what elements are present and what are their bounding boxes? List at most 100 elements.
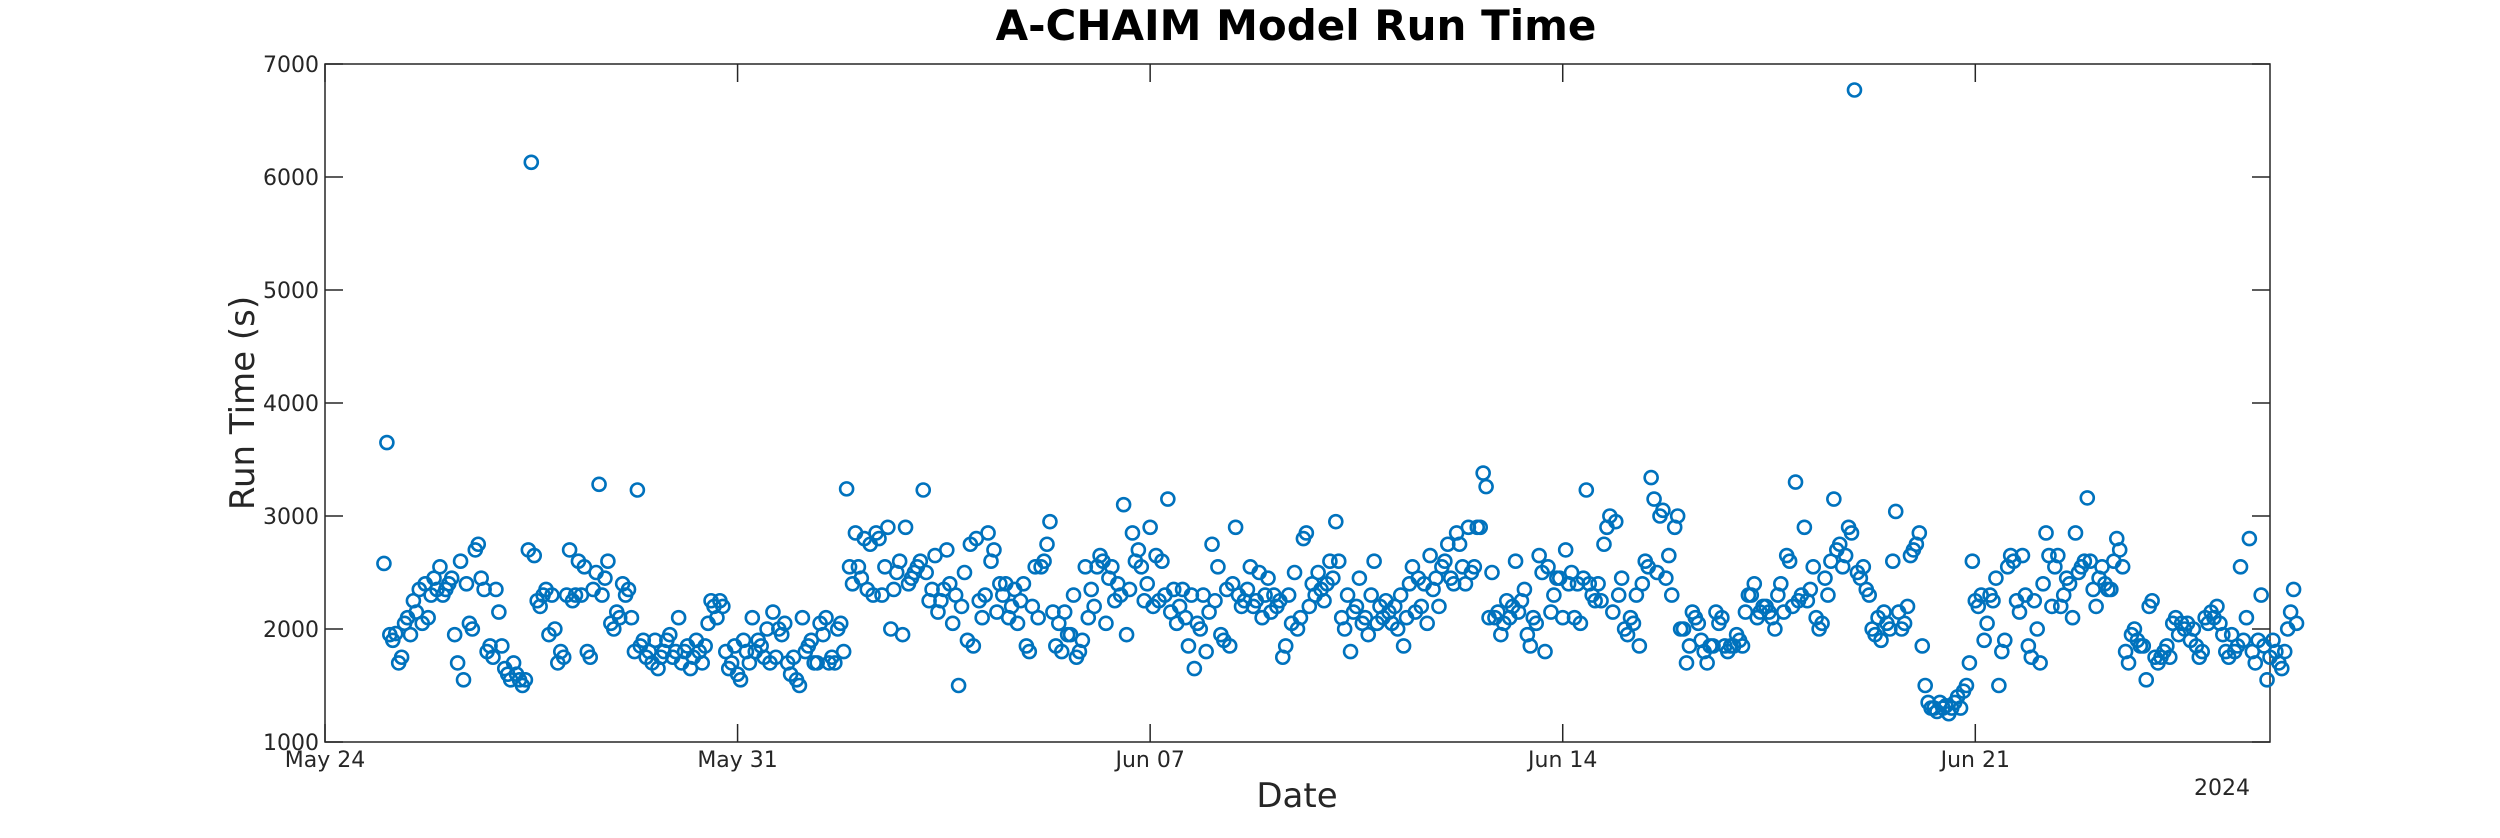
data-point [1507, 553, 1524, 570]
data-point [2064, 609, 2081, 626]
data-point [1690, 615, 1707, 632]
data-point [2035, 575, 2051, 592]
data-point [1104, 559, 1120, 575]
data-point [1098, 615, 1114, 632]
data-point [1837, 547, 1854, 564]
data-point [2079, 490, 2096, 506]
data-point [832, 615, 849, 632]
data-point [1843, 525, 1860, 541]
data-point [956, 564, 973, 581]
data-point [623, 609, 640, 626]
data-point [791, 677, 808, 694]
data-point [1328, 513, 1344, 530]
data-point [1991, 677, 2007, 694]
data-point [597, 570, 613, 586]
data-point [1896, 615, 1913, 632]
data-point [1646, 491, 1662, 507]
data-point [1899, 598, 1916, 615]
data-point [2014, 547, 2031, 564]
data-point [815, 626, 831, 643]
data-point [1437, 553, 1453, 570]
data-point [1952, 700, 1969, 716]
data-point [1036, 553, 1052, 570]
data-point [1979, 615, 1995, 632]
x-tick-label: May 31 [697, 748, 777, 773]
data-point [1996, 632, 2013, 649]
data-point [1053, 643, 1070, 660]
data-point [488, 581, 504, 598]
data-point [1746, 575, 1763, 592]
data-point [1814, 615, 1830, 632]
data-point [1165, 581, 1182, 598]
data-point [1342, 643, 1359, 660]
plot-area [324, 63, 2271, 743]
data-point [939, 542, 955, 558]
data-point [1610, 587, 1627, 603]
data-point [776, 615, 793, 632]
data-point [547, 621, 563, 637]
data-point [2044, 598, 2060, 615]
data-point [517, 672, 534, 688]
data-point [2162, 649, 2178, 666]
x-tick-label: Jun 14 [1526, 748, 1597, 773]
data-point [2050, 547, 2066, 564]
x-axis-ticks: May 24 May 31 Jun 07 Jun 14 Jun 21 [285, 64, 2010, 773]
data-point [818, 609, 834, 626]
y-tick-label: 6000 [263, 166, 319, 191]
data-point [1009, 615, 1026, 632]
data-point [1607, 513, 1624, 530]
data-point [1210, 559, 1226, 575]
data-point [732, 672, 749, 688]
data-point [2288, 615, 2305, 632]
data-point [1121, 581, 1138, 598]
data-point [2088, 598, 2104, 615]
data-point [1873, 632, 1889, 649]
data-point [1669, 508, 1686, 524]
data-point [1655, 502, 1671, 519]
data-point [2138, 672, 2155, 688]
data-point [464, 621, 481, 637]
data-point [600, 553, 616, 570]
data-point [567, 587, 584, 603]
data-point [1180, 638, 1197, 654]
data-point [1596, 536, 1612, 553]
data-point [494, 638, 510, 654]
data-point [1339, 587, 1356, 603]
data-point [1546, 587, 1562, 603]
data-point [455, 672, 472, 688]
data-point [1139, 575, 1156, 592]
x-axis-label: Date [1256, 776, 1337, 816]
data-point [1846, 82, 1863, 98]
data-point [432, 559, 448, 575]
data-point [1714, 609, 1730, 626]
data-point [2215, 626, 2231, 643]
data-point [1186, 660, 1203, 677]
data-point [2076, 553, 2093, 570]
data-point [1917, 677, 1934, 694]
data-point [1699, 655, 1715, 671]
data-point [1030, 609, 1046, 626]
data-point [1613, 570, 1630, 586]
data-point [2026, 592, 2043, 609]
data-point [561, 542, 578, 558]
data-point [449, 655, 466, 671]
data-point [1360, 626, 1377, 643]
data-point [2114, 559, 2131, 575]
data-point [555, 649, 572, 666]
data-point [1431, 598, 1447, 615]
data-point [2103, 581, 2119, 598]
data-point [1015, 575, 1032, 592]
data-point [1083, 581, 1100, 598]
data-point [544, 587, 560, 603]
x-tick-label: May 24 [285, 748, 365, 773]
data-point [1221, 638, 1238, 654]
data-point [670, 609, 687, 626]
data-point [661, 626, 678, 643]
data-point [2276, 643, 2293, 660]
data-point [1124, 525, 1141, 541]
data-point [1478, 478, 1494, 495]
data-point [393, 649, 410, 666]
data-point [485, 649, 501, 666]
data-point [2285, 581, 2302, 598]
data-point [2144, 592, 2160, 609]
